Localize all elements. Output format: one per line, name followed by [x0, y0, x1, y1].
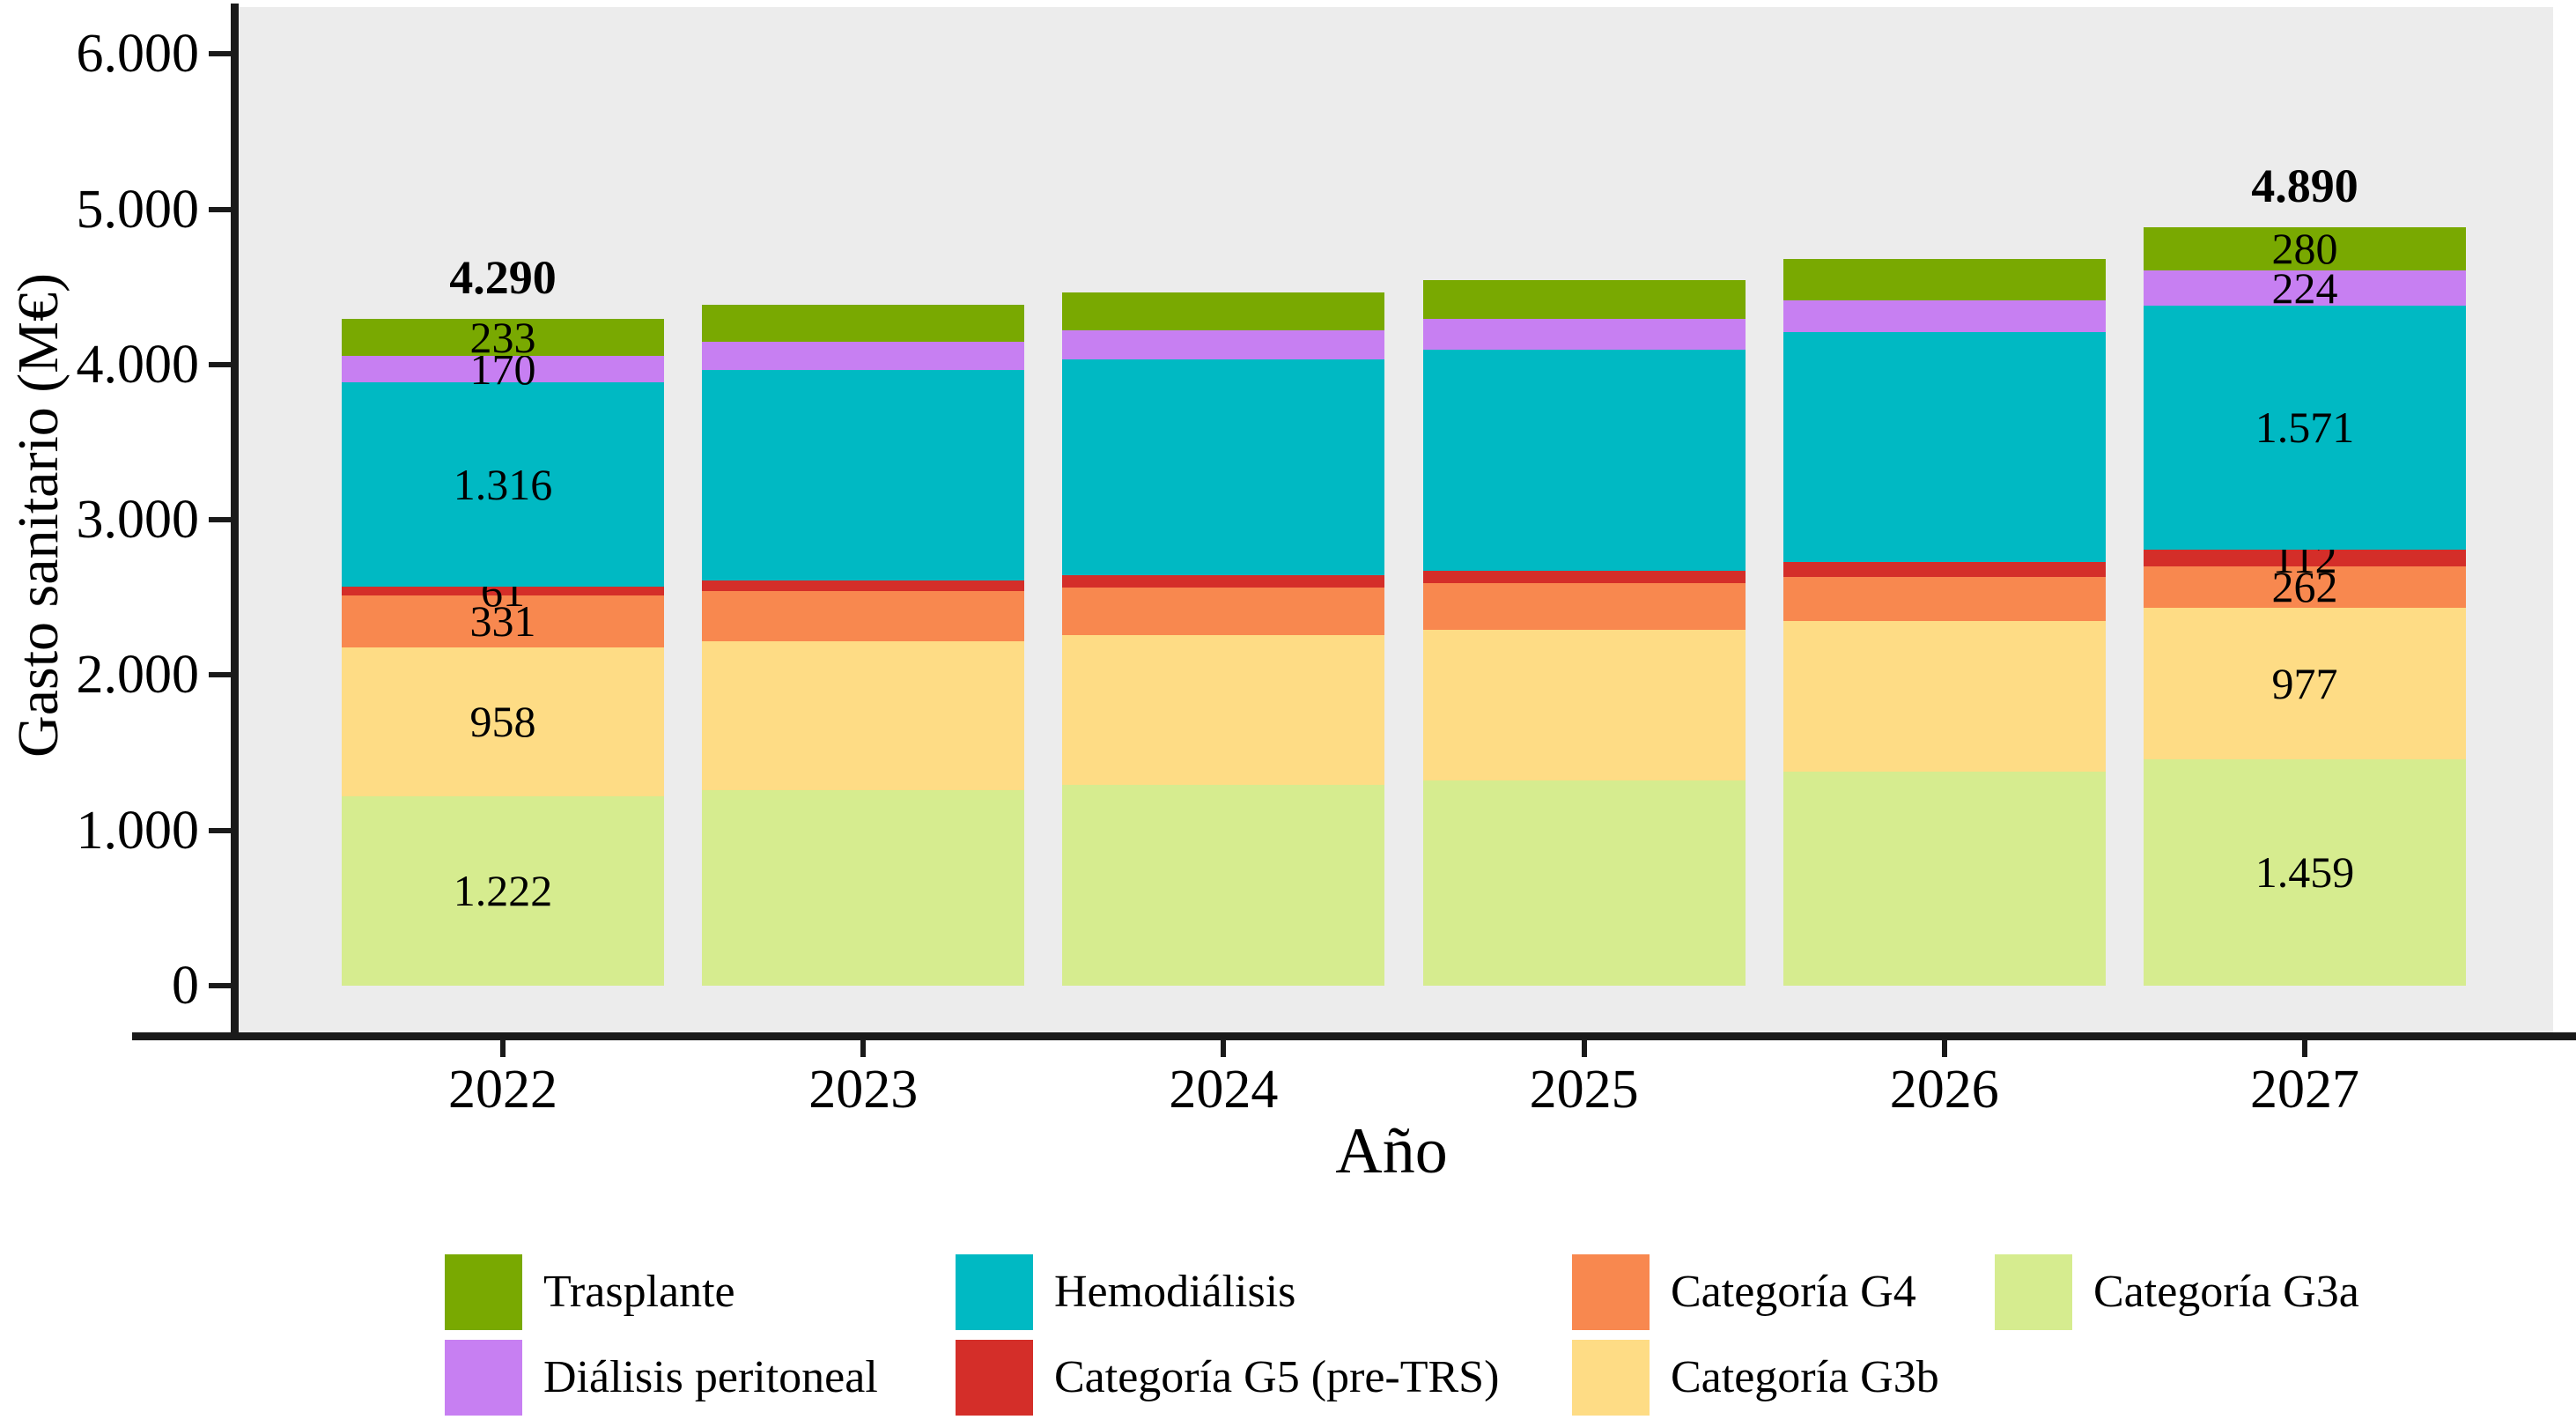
bar-segment-2024	[1062, 292, 1385, 331]
bar-segment-2024	[1062, 785, 1385, 986]
legend-key-swatch	[445, 1340, 522, 1416]
bar-segment-2022	[342, 319, 664, 356]
bar-segment-2022	[342, 795, 664, 986]
bar-segment-2022	[342, 355, 664, 382]
y-tick-mark	[209, 827, 233, 833]
segment-value-label: 224	[2271, 262, 2338, 313]
bar-segment-2025	[1422, 570, 1746, 584]
legend-item-label: Categoría G4	[1671, 1267, 1916, 1317]
y-tick-label: 1.000	[76, 800, 200, 861]
legend-key-swatch	[956, 1254, 1033, 1330]
bar-segment-2026	[1783, 576, 2106, 622]
y-tick-mark	[209, 983, 233, 988]
bar-segment-2024	[1062, 635, 1385, 786]
y-axis-line	[231, 4, 239, 1036]
legend-item-label: Categoría G3a	[2093, 1267, 2359, 1317]
bar-segment-2027	[2144, 758, 2466, 986]
bar-segment-2027	[2144, 270, 2466, 306]
bar-segment-2027	[2144, 607, 2466, 759]
y-tick-mark	[209, 206, 233, 212]
bar-segment-2026	[1783, 562, 2106, 577]
bar-segment-2025	[1422, 349, 1746, 571]
legend-item-label: Trasplante	[543, 1267, 735, 1317]
legend-key-swatch	[956, 1340, 1033, 1416]
bar-segment-2024	[1062, 587, 1385, 636]
x-tick-mark	[1581, 1036, 1587, 1057]
x-tick-mark	[860, 1036, 867, 1057]
segment-value-label: 958	[469, 697, 536, 747]
x-tick-label: 2024	[1169, 1060, 1279, 1120]
segment-value-label: 1.316	[453, 459, 553, 509]
legend-item-label: Diálisis peritoneal	[543, 1352, 878, 1402]
x-tick-label: 2023	[808, 1060, 919, 1120]
x-tick-mark	[2302, 1036, 2307, 1057]
segment-value-label: 233	[469, 313, 536, 363]
x-tick-mark	[1221, 1036, 1227, 1057]
y-tick-mark	[209, 361, 233, 367]
segment-value-label: 331	[469, 596, 536, 647]
bar-segment-2026	[1783, 331, 2106, 563]
segment-value-label: 280	[2271, 224, 2338, 274]
y-tick-label: 2.000	[76, 645, 200, 706]
bar-segment-2027	[2144, 226, 2466, 271]
y-tick-label: 3.000	[76, 490, 200, 551]
bar-segment-2026	[1783, 299, 2106, 332]
y-tick-label: 5.000	[76, 179, 200, 240]
segment-value-label: 977	[2271, 658, 2338, 708]
x-tick-mark	[500, 1036, 506, 1057]
legend-item-label: Hemodiálisis	[1054, 1267, 1296, 1317]
segment-value-label: 1.222	[453, 866, 553, 916]
y-tick-label: 4.000	[76, 334, 200, 395]
x-axis-title: Año	[1335, 1115, 1448, 1187]
bar-segment-2023	[702, 591, 1025, 641]
bar-segment-2025	[1422, 630, 1746, 780]
bar-segment-2022	[342, 595, 664, 647]
bar-segment-2023	[702, 640, 1025, 791]
legend-item-label: Categoría G5 (pre-TRS)	[1054, 1352, 1500, 1402]
y-tick-mark	[209, 51, 233, 57]
legend-key-swatch	[445, 1254, 522, 1330]
bar-segment-2027	[2144, 549, 2466, 567]
y-tick-mark	[209, 672, 233, 678]
bar-segment-2026	[1783, 621, 2106, 773]
y-tick-label: 0	[172, 956, 199, 1016]
bar-segment-2026	[1783, 772, 2106, 986]
bar-segment-2022	[342, 381, 664, 587]
bar-segment-2023	[702, 790, 1025, 986]
bar-segment-2025	[1422, 780, 1746, 986]
bar-segment-2022	[342, 586, 664, 596]
x-tick-label: 2027	[2250, 1060, 2359, 1120]
legend-item-label: Categoría G3b	[1671, 1352, 1939, 1402]
x-tick-label: 2026	[1889, 1060, 1999, 1120]
bar-segment-2022	[342, 647, 664, 796]
bar-total-label: 4.290	[449, 251, 557, 305]
bar-segment-2025	[1422, 319, 1746, 350]
bar-segment-2023	[702, 305, 1025, 343]
x-tick-mark	[1941, 1036, 1947, 1057]
segment-value-label: 1.459	[2255, 847, 2355, 898]
bar-segment-2025	[1422, 279, 1746, 320]
segment-value-label: 262	[2271, 562, 2338, 612]
bar-segment-2023	[702, 342, 1025, 370]
bar-segment-2023	[702, 369, 1025, 581]
bar-segment-2024	[1062, 359, 1385, 576]
bar-segment-2023	[702, 580, 1025, 592]
legend-key-swatch	[1572, 1340, 1650, 1416]
bar-segment-2027	[2144, 566, 2466, 608]
bar-segment-2027	[2144, 305, 2466, 550]
segment-value-label: 1.571	[2255, 403, 2355, 453]
bar-segment-2025	[1422, 583, 1746, 631]
bar-segment-2024	[1062, 330, 1385, 359]
legend-key-swatch	[1995, 1254, 2072, 1330]
bar-total-label: 4.890	[2251, 159, 2358, 212]
x-tick-label: 2025	[1529, 1060, 1639, 1120]
bar-segment-2026	[1783, 259, 2106, 300]
y-tick-mark	[209, 517, 233, 523]
x-axis-line	[132, 1032, 2576, 1040]
bar-segment-2024	[1062, 575, 1385, 588]
x-tick-label: 2022	[448, 1060, 557, 1120]
y-tick-label: 6.000	[76, 24, 200, 85]
legend-key-swatch	[1572, 1254, 1650, 1330]
